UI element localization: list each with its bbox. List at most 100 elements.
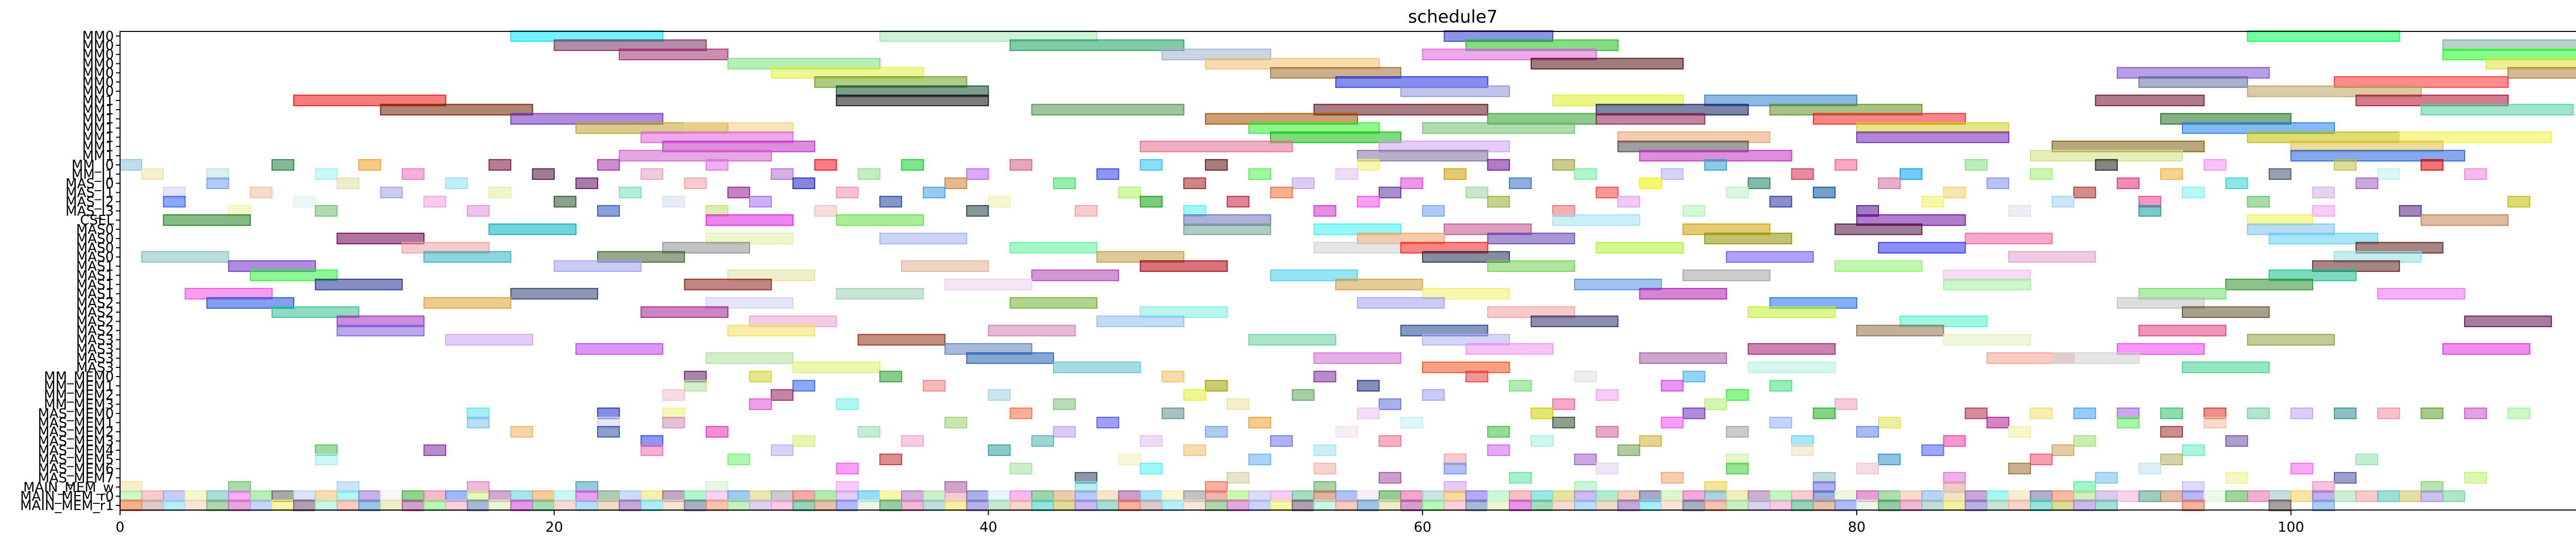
task-bar (2290, 463, 2313, 474)
y-tick-label: MAS_MEM0 (38, 406, 114, 421)
task-bar (2420, 490, 2444, 502)
task-bar (836, 186, 859, 198)
task-bar (2225, 279, 2313, 291)
y-tick-label: MAS0 (76, 231, 114, 247)
task-bar (1183, 223, 1272, 235)
task-bar (2182, 306, 2270, 318)
task-bar (1574, 499, 1597, 512)
task-bar (1660, 472, 1684, 484)
task-bar (2464, 168, 2487, 180)
task-bar (1444, 499, 1467, 512)
task-bar (1726, 186, 1749, 198)
task-bar (705, 214, 794, 226)
y-tick-label: MAS_MEM7 (38, 470, 114, 486)
task-bar (1943, 499, 1966, 512)
task-bar (1964, 159, 1988, 171)
task-bar (1031, 269, 1120, 281)
task-bar (532, 168, 555, 180)
task-bar (1943, 186, 1966, 198)
task-bar (705, 352, 794, 364)
task-bar (1856, 463, 1879, 474)
y-tick-label: MAS_I1 (65, 185, 114, 201)
y-tick-label: MM0 (82, 29, 114, 44)
task-bar (358, 159, 381, 171)
task-bar (1465, 186, 1488, 198)
task-bar (1856, 499, 1879, 512)
task-bar (901, 159, 924, 171)
task-bar (380, 186, 403, 198)
y-tick-label: MM0 (82, 65, 114, 81)
y-tick-label: MAS_MEM5 (38, 452, 114, 468)
task-bar (2073, 186, 2096, 198)
task-bar (836, 499, 859, 512)
task-bar (2052, 352, 2140, 364)
task-bar (944, 279, 1032, 291)
task-bar (966, 168, 989, 180)
task-bar (423, 499, 447, 512)
task-bar (2355, 453, 2379, 465)
task-bar (2052, 444, 2075, 456)
task-bar (358, 499, 381, 512)
task-bar (1509, 177, 1532, 189)
y-tick-label: MM1 (82, 121, 114, 137)
task-bar (1205, 380, 1228, 392)
task-bar (2420, 214, 2509, 226)
task-bar (141, 499, 164, 512)
task-bar (1292, 177, 1315, 189)
task-bar (1357, 149, 1488, 162)
task-bar (771, 444, 794, 456)
x-tick-label: 0 (115, 519, 124, 535)
y-tick-label: MAS_I3 (65, 203, 114, 219)
task-bar (1009, 297, 1098, 309)
task-bar (401, 499, 425, 512)
task-bar (597, 159, 620, 171)
task-bar (792, 499, 816, 512)
task-bar (1682, 205, 1705, 217)
task-bar (1530, 435, 1553, 447)
y-tick-label: MAIN_MEM_r1 (20, 498, 114, 514)
x-tick-label: 80 (1848, 519, 1866, 535)
task-bar (1574, 453, 1597, 465)
task-bar (2204, 490, 2227, 502)
task-bar (2030, 499, 2053, 512)
task-bar (2333, 159, 2357, 171)
task-bar (705, 159, 728, 171)
task-bar (1378, 472, 1401, 484)
task-bar (771, 168, 794, 180)
task-bar (879, 196, 902, 208)
task-bar (1422, 389, 1445, 401)
task-bar (1596, 426, 1619, 438)
y-tick-label: MAS_I2 (65, 195, 114, 210)
task-bar (2312, 205, 2335, 217)
task-bar (1639, 177, 1662, 189)
task-bar (2052, 499, 2075, 512)
task-bar (1748, 343, 1836, 355)
task-bar (1205, 499, 1228, 512)
task-bar (141, 168, 164, 180)
task-bar (1596, 389, 1619, 401)
x-tick-label: 40 (979, 519, 997, 535)
task-bar (2116, 297, 2205, 309)
y-tick-label: CSEL (80, 213, 114, 228)
task-bar (749, 398, 772, 410)
task-bar (705, 297, 794, 309)
task-bar (336, 325, 425, 336)
task-bar (836, 463, 859, 474)
task-bar (163, 499, 186, 512)
task-bar (1335, 426, 1358, 438)
task-bar (1769, 196, 1792, 208)
task-bar (2008, 499, 2031, 512)
task-bar (1834, 159, 1857, 171)
task-bar (1921, 499, 1944, 512)
task-bar (488, 223, 577, 235)
task-bar (2160, 490, 2183, 502)
task-bar (640, 499, 664, 512)
y-tick-label: MM0 (82, 47, 114, 63)
task-bar (1422, 48, 1597, 60)
y-tick-label: MAIN_MEM_r0 (20, 489, 114, 504)
task-bar (1227, 196, 1250, 208)
task-bar (1596, 242, 1684, 254)
task-bar (2333, 490, 2357, 502)
y-tick-label: MM_MEM1 (44, 379, 114, 394)
